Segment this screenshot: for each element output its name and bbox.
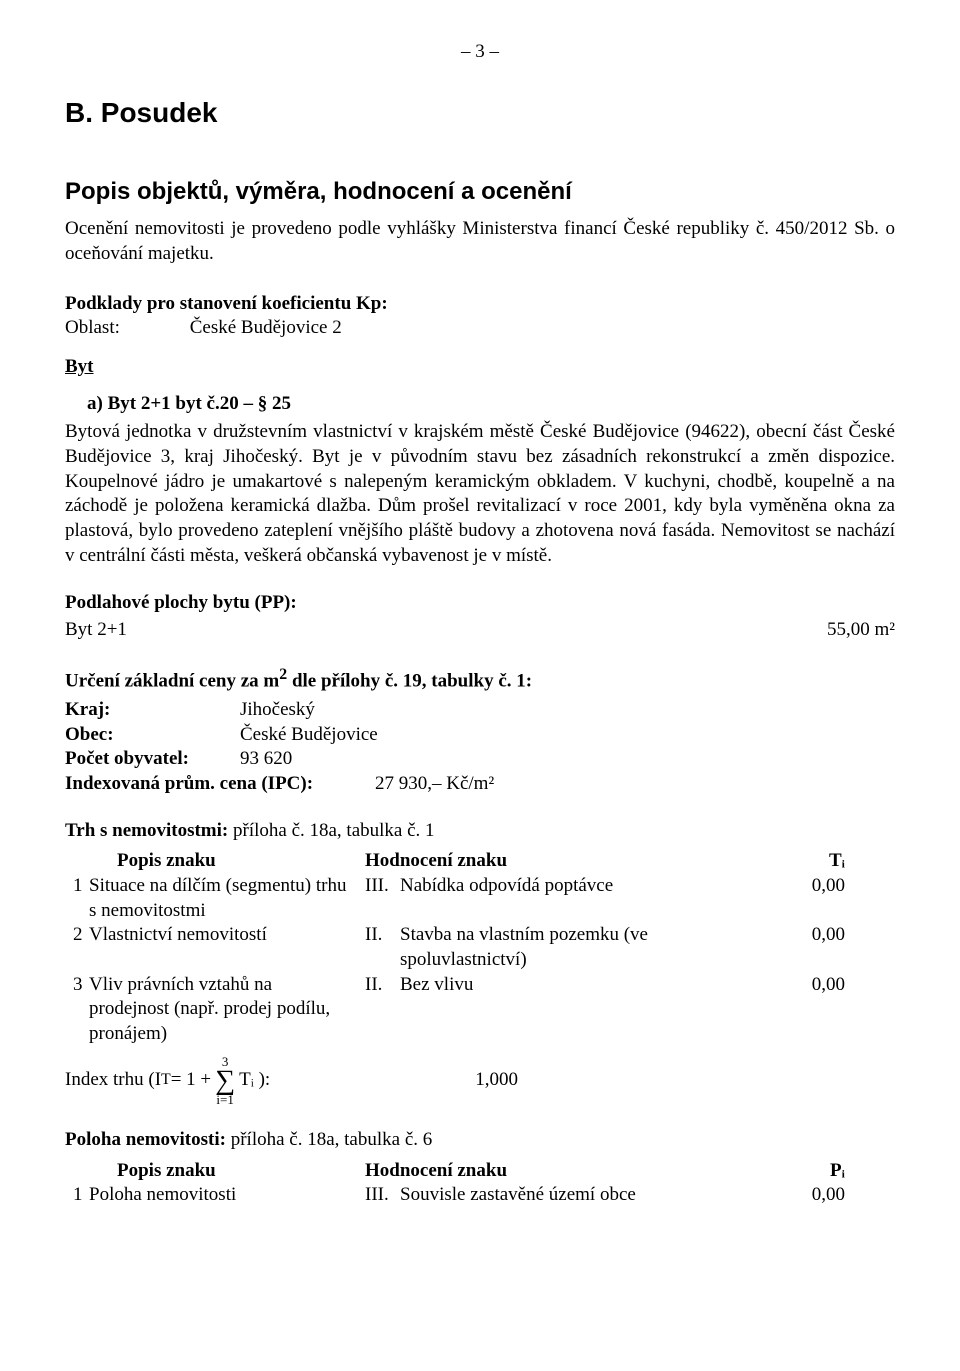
table-row: 2 Vlastnictví nemovitostí II.Stavba na v… bbox=[65, 923, 895, 972]
index-value: 1,000 bbox=[475, 1068, 518, 1093]
page-number: – 3 – bbox=[65, 40, 895, 65]
market-title: Trh s nemovitostmi: bbox=[65, 820, 233, 841]
byt-label: Byt bbox=[65, 356, 94, 377]
floor-title: Podlahové plochy bytu (PP): bbox=[65, 591, 895, 616]
ipc-label: Indexovaná prům. cena (IPC): bbox=[65, 772, 375, 797]
pop-label: Počet obyvatel: bbox=[65, 747, 240, 772]
th-hodnoceni: Hodnocení znaku bbox=[365, 1159, 745, 1184]
oblast-value: České Budějovice 2 bbox=[190, 317, 342, 338]
floor-value: 55,00 m² bbox=[827, 618, 895, 643]
th-pi: Pᵢ bbox=[745, 1159, 845, 1184]
market-suffix: příloha č. 18a, tabulka č. 1 bbox=[233, 820, 435, 841]
item-heading: a) Byt 2+1 byt č.20 – § 25 bbox=[87, 392, 895, 417]
poloha-title: Poloha nemovitosti: bbox=[65, 1129, 231, 1150]
pop-value: 93 620 bbox=[240, 747, 292, 772]
kraj-label: Kraj: bbox=[65, 698, 240, 723]
poloha-table: Popis znaku Hodnocení znaku Pᵢ 1 Poloha … bbox=[65, 1159, 895, 1208]
intro-text: Ocenění nemovitosti je provedeno podle v… bbox=[65, 217, 895, 266]
th-hodnoceni: Hodnocení znaku bbox=[365, 849, 745, 874]
th-popis: Popis znaku bbox=[65, 849, 365, 874]
oblast-label: Oblast: bbox=[65, 316, 185, 341]
price-heading: Určení základní ceny za m2 dle přílohy č… bbox=[65, 665, 895, 694]
th-popis: Popis znaku bbox=[65, 1159, 365, 1184]
table-row: 3 Vliv právních vztahů na prodejnost (na… bbox=[65, 973, 895, 1047]
sigma-icon: 3 ∑ i=1 bbox=[215, 1055, 235, 1106]
description: Bytová jednotka v družstevním vlastnictv… bbox=[65, 420, 895, 568]
kraj-value: Jihočeský bbox=[240, 698, 315, 723]
th-ti: Tᵢ bbox=[745, 849, 845, 874]
subsection-title: Popis objektů, výměra, hodnocení a oceně… bbox=[65, 176, 895, 207]
obec-label: Obec: bbox=[65, 723, 240, 748]
market-table: Popis znaku Hodnocení znaku Tᵢ 1 Situace… bbox=[65, 849, 895, 1047]
floor-label: Byt 2+1 bbox=[65, 618, 127, 643]
index-trhu: Index trhu (IT = 1 + 3 ∑ i=1 Tᵢ ): 1,000 bbox=[65, 1055, 895, 1106]
table-row: 1 Poloha nemovitosti III.Souvisle zastav… bbox=[65, 1183, 895, 1208]
section-title: B. Posudek bbox=[65, 95, 895, 131]
ipc-value: 27 930,– Kč/m² bbox=[375, 772, 494, 797]
obec-value: České Budějovice bbox=[240, 723, 378, 748]
poloha-suffix: příloha č. 18a, tabulka č. 6 bbox=[231, 1129, 433, 1150]
table-row: 1 Situace na dílčím (segmentu) trhu s ne… bbox=[65, 874, 895, 923]
coef-title: Podklady pro stanovení koeficientu Kp: bbox=[65, 292, 895, 317]
